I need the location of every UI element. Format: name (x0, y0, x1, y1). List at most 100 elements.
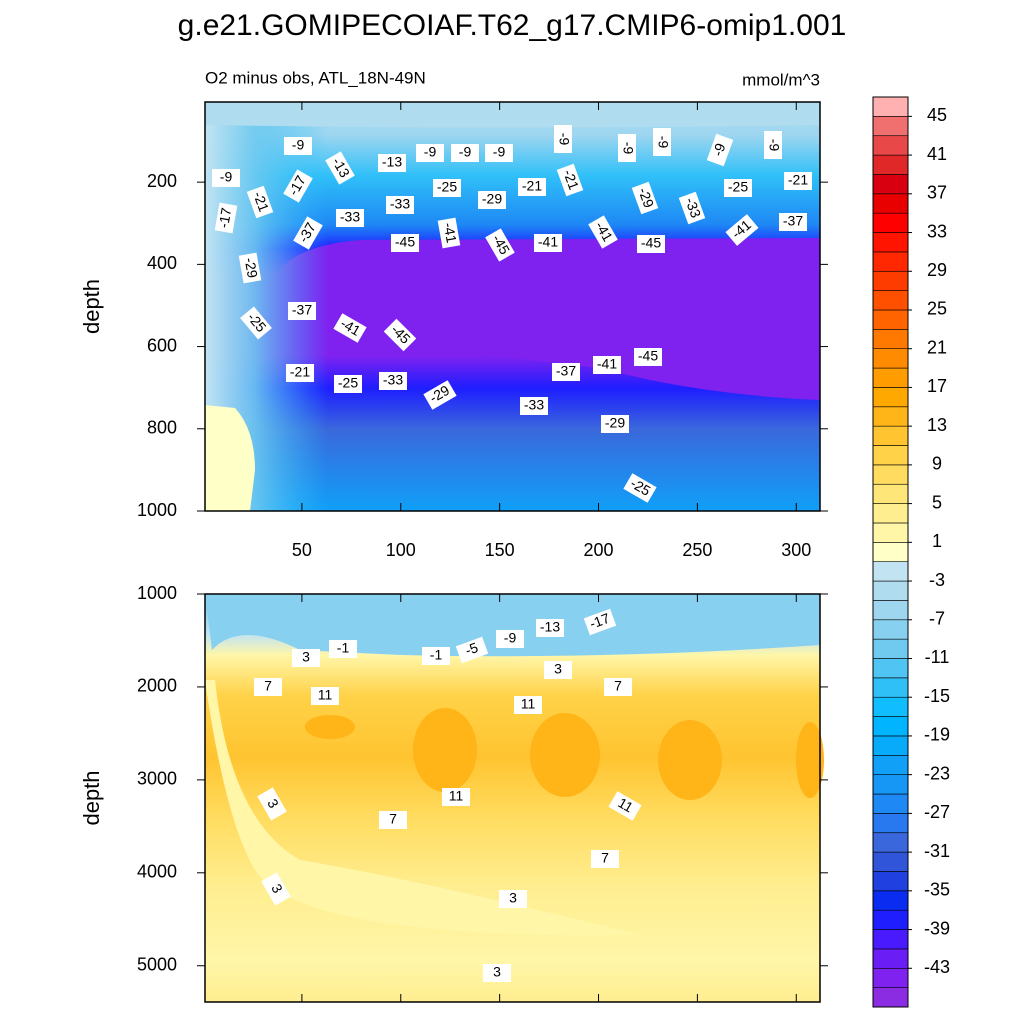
contour-label-text: -45 (638, 348, 658, 364)
label-bg (518, 178, 546, 196)
contour-label-text: -33 (390, 196, 410, 212)
label-bg (483, 964, 511, 982)
contour-label: -17 (583, 608, 617, 636)
colorbar-box (872, 367, 909, 388)
label-bg (485, 144, 513, 162)
label-bg (583, 608, 617, 636)
contour-label-text: 11 (449, 788, 464, 804)
colorbar-box (872, 561, 909, 582)
contour-label-text: 3 (302, 649, 310, 665)
field-2 (205, 594, 824, 1002)
x-tick-label: 200 (583, 540, 613, 560)
contour-label: 7 (379, 811, 407, 829)
contour-label-text: -13 (382, 154, 402, 170)
x-tick-label: 300 (781, 540, 811, 560)
colorbar-box (872, 116, 909, 137)
contour-label-text: -37 (292, 302, 312, 318)
colorbar-label: -7 (929, 609, 945, 629)
contour-label: 11 (311, 687, 339, 705)
label-bg (455, 636, 489, 664)
contour-label-text: -21 (290, 364, 310, 380)
contour-label-text: 3 (509, 890, 517, 906)
contour-label-text: -9 (655, 136, 671, 149)
contour-label-text: -9 (292, 137, 305, 153)
label-bg (534, 234, 562, 252)
contour-label-text: 7 (389, 811, 397, 827)
contour-label-text: -29 (242, 256, 261, 279)
contour-label: -45 (485, 228, 515, 262)
label-bg (634, 348, 662, 366)
contour-label-text: -21 (522, 178, 542, 194)
colorbar-label: 9 (932, 454, 942, 474)
colorbar-box (872, 193, 909, 214)
y-tick-label: 1000 (137, 500, 177, 520)
contour-label: -21 (518, 178, 546, 196)
colorbar-box (872, 987, 909, 1008)
colorbar-box (872, 677, 909, 698)
colorbar-box (872, 948, 909, 969)
colorbar-label: -39 (924, 918, 950, 938)
label-bg (423, 380, 457, 410)
contour-label-text: -41 (538, 234, 558, 250)
label-bg (653, 128, 671, 156)
contour-label-text: -17 (587, 610, 612, 632)
colorbar-box (872, 929, 909, 950)
label-bg (724, 179, 752, 197)
colorbar-box (872, 329, 909, 350)
contour-label-text: -21 (788, 172, 808, 188)
colorbar-box (872, 406, 909, 427)
colorbar-box (872, 483, 909, 504)
contour-label-text: -13 (540, 619, 560, 635)
label-bg (725, 214, 759, 246)
contour-label: -45 (634, 348, 662, 366)
y-tick-label: 400 (147, 253, 177, 273)
colorbar-box (872, 813, 909, 834)
label-bg (764, 131, 782, 159)
colorbar-box (872, 425, 909, 446)
contour-label-text: -45 (641, 235, 661, 251)
label-bg (588, 215, 618, 249)
label-bg (286, 364, 314, 382)
label-bg (442, 788, 470, 806)
colorbar-label: 17 (927, 376, 947, 396)
colorbar-label: 1 (932, 531, 942, 551)
label-bg (623, 473, 657, 503)
contour-label: -33 (678, 191, 706, 225)
contour-label: -21 (556, 163, 584, 197)
contour-label: -1 (422, 647, 450, 665)
label-bg (556, 163, 584, 197)
colorbar-label: -35 (924, 880, 950, 900)
contour-label: -25 (334, 375, 362, 393)
label-bg (334, 375, 362, 393)
x-tick-label: 250 (682, 540, 712, 560)
contour-label-text: -37 (556, 363, 576, 379)
colorbar-box (872, 909, 909, 930)
x-tick-label: 100 (386, 540, 416, 560)
colorbar-label: -15 (924, 686, 950, 706)
label-bg (433, 179, 461, 197)
contour-label-text: 11 (318, 687, 333, 703)
colorbar-label: -23 (924, 763, 950, 783)
contour-label-text: -9 (424, 144, 437, 160)
label-bg (311, 687, 339, 705)
contour-label: 7 (254, 678, 282, 696)
chart-title: g.e21.GOMIPECOIAF.T62_g17.CMIP6-omip1.00… (178, 9, 847, 42)
colorbar-box (872, 716, 909, 737)
colorbar-box (872, 851, 909, 872)
label-bg (238, 252, 262, 284)
label-bg (257, 787, 287, 821)
label-bg (618, 134, 636, 162)
contour-label-text: -41 (441, 221, 460, 244)
colorbar-box (872, 464, 909, 485)
contour-label-text: -9 (620, 142, 636, 155)
colorbar-box (872, 174, 909, 195)
subtitle: O2 minus obs, ATL_18N-49N (205, 68, 426, 87)
label-bg (784, 172, 812, 190)
colorbar-box (872, 542, 909, 562)
y-tick-label: 600 (147, 335, 177, 355)
colorbar-label: 25 (927, 299, 947, 319)
colorbar-label: 37 (927, 183, 947, 203)
contour-label: -37 (288, 302, 316, 320)
contour-label: -37 (779, 213, 807, 231)
colorbar-frame (872, 96, 909, 1008)
